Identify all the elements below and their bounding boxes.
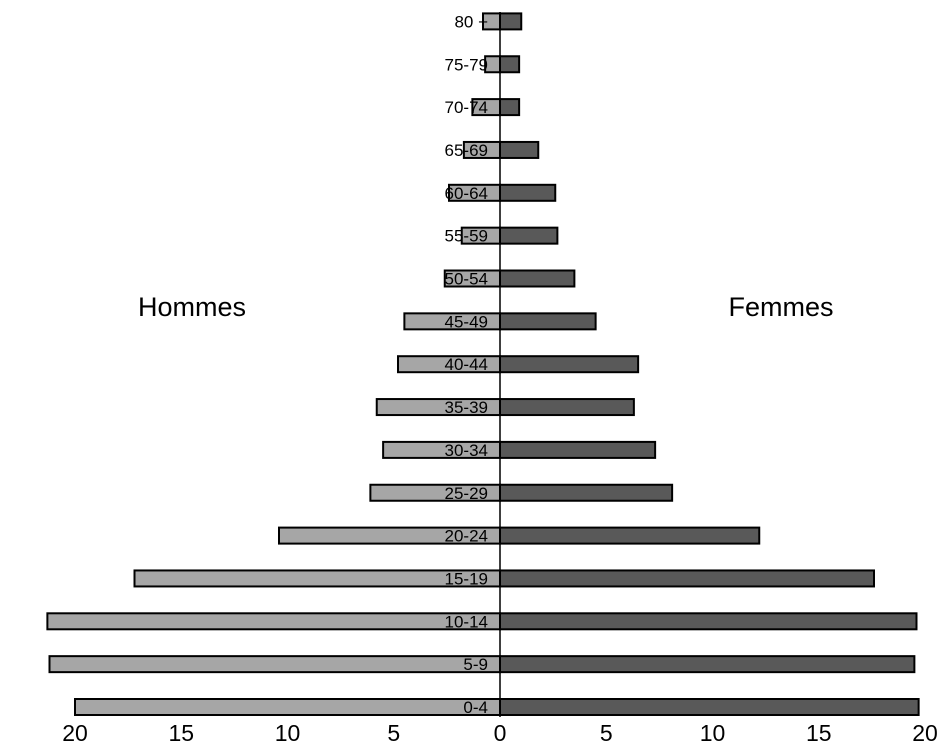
age-label-50-54: 50-54 bbox=[445, 270, 488, 289]
x-tick-label: 0 bbox=[494, 720, 507, 746]
age-label-35-39: 35-39 bbox=[445, 398, 488, 417]
bar-women-10-14 bbox=[499, 612, 918, 631]
age-label-75-79: 75-79 bbox=[445, 55, 488, 74]
bar-women-30-34 bbox=[499, 440, 657, 459]
x-tick-label: 5 bbox=[387, 720, 400, 746]
x-tick-label: 10 bbox=[700, 720, 726, 746]
bar-women-40-44 bbox=[499, 355, 640, 374]
x-tick-labels-layer: 20 15 10 5 0 5 10 15 20 bbox=[62, 720, 938, 746]
age-labels-layer: 0-4 5-9 10-14 15-19 20-24 25-29 30-34 35-39 40-4… bbox=[445, 12, 489, 717]
x-tick-label: 10 bbox=[275, 720, 301, 746]
bar-women-70-74 bbox=[499, 98, 521, 117]
age-label-40-44: 40-44 bbox=[445, 355, 488, 374]
bar-women-55-59 bbox=[499, 226, 559, 245]
bar-women-15-19 bbox=[499, 569, 875, 588]
age-label-60-64: 60-64 bbox=[445, 184, 488, 203]
age-label-65-69: 65-69 bbox=[445, 141, 488, 160]
age-label-25-29: 25-29 bbox=[445, 484, 488, 503]
series-label-women: Femmes bbox=[728, 292, 833, 322]
age-label-20-24: 20-24 bbox=[445, 527, 488, 546]
bar-women-50-54 bbox=[499, 269, 576, 288]
age-label-5-9: 5-9 bbox=[463, 655, 488, 674]
age-label-0-4: 0-4 bbox=[463, 698, 488, 717]
bar-women-65-69 bbox=[499, 140, 540, 159]
age-label-45-49: 45-49 bbox=[445, 312, 488, 331]
age-label-80: 80 + bbox=[454, 12, 488, 31]
bar-men-0-4 bbox=[74, 698, 501, 716]
bar-women-60-64 bbox=[499, 183, 557, 202]
bar-men-5-9 bbox=[48, 655, 501, 674]
bar-women-5-9 bbox=[499, 655, 916, 674]
series-label-men: Hommes bbox=[138, 292, 246, 322]
bar-women-0-4 bbox=[499, 698, 920, 716]
bar-women-20-24 bbox=[499, 526, 761, 545]
x-tick-label: 15 bbox=[168, 720, 194, 746]
age-label-70-74: 70-74 bbox=[445, 98, 488, 117]
x-tick-label: 15 bbox=[806, 720, 832, 746]
bar-women-80 bbox=[499, 12, 523, 31]
x-tick-label: 20 bbox=[62, 720, 88, 746]
age-label-10-14: 10-14 bbox=[445, 612, 488, 631]
x-tick-label: 5 bbox=[600, 720, 613, 746]
age-label-55-59: 55-59 bbox=[445, 227, 488, 246]
x-tick-label: 20 bbox=[912, 720, 938, 746]
age-label-30-34: 30-34 bbox=[445, 441, 488, 460]
bar-women-75-79 bbox=[499, 55, 521, 74]
bar-men-10-14 bbox=[46, 612, 501, 631]
age-label-15-19: 15-19 bbox=[445, 569, 488, 588]
bar-women-45-49 bbox=[499, 312, 597, 331]
bar-women-35-39 bbox=[499, 398, 635, 417]
bar-women-25-29 bbox=[499, 483, 674, 502]
